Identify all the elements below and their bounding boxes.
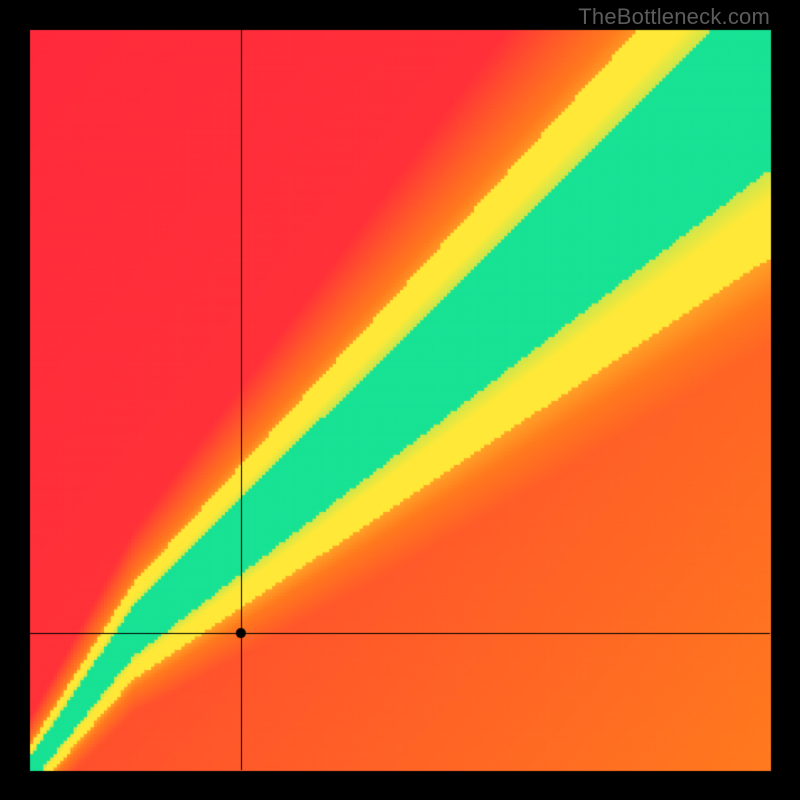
chart-container: TheBottleneck.com (0, 0, 800, 800)
bottleneck-heatmap (0, 0, 800, 800)
watermark-text: TheBottleneck.com (578, 4, 770, 30)
